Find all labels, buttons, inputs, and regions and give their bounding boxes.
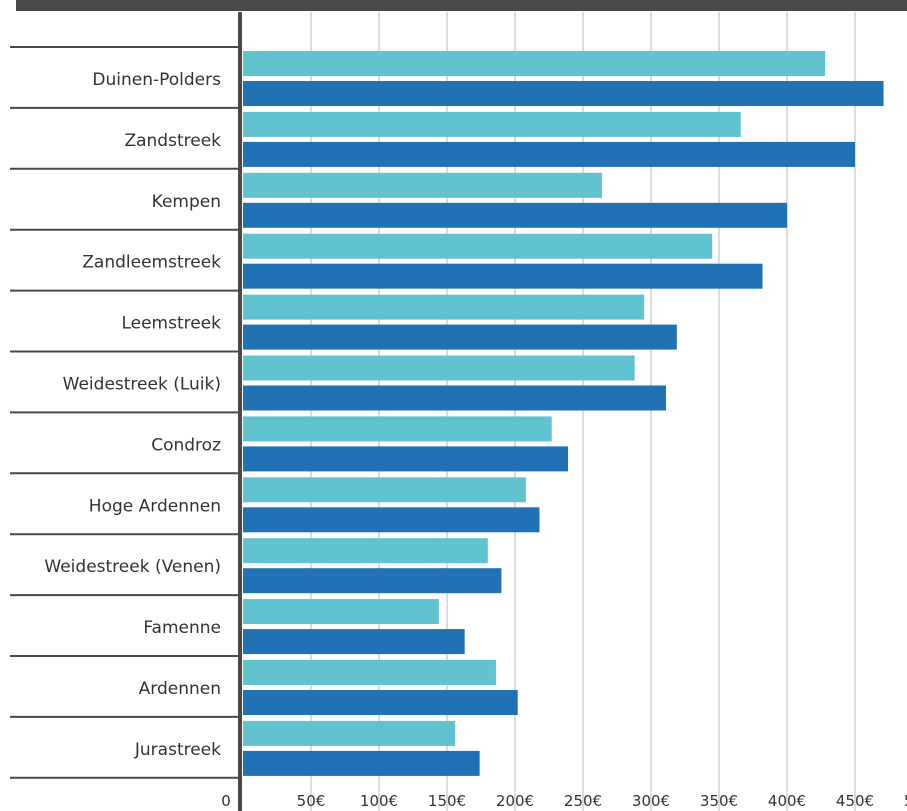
category-label: Weidestreek (Luik) bbox=[63, 375, 221, 395]
bar-series-dark bbox=[243, 446, 569, 472]
category-label: Leemstreek bbox=[121, 314, 221, 334]
bar-series-dark bbox=[243, 690, 518, 715]
x-tick-label: 450€ bbox=[836, 792, 874, 810]
chart-top-bar bbox=[16, 0, 907, 11]
bar-series-dark bbox=[243, 507, 540, 533]
bar-series-light bbox=[243, 599, 439, 625]
bar-series-light bbox=[243, 355, 635, 381]
x-tick-label: 100€ bbox=[360, 792, 398, 810]
bar-series-dark bbox=[243, 385, 666, 411]
x-tick-labels: 0 50€ 100€ 150€ 200€ 250€ 300€ 350€ 400€ 450€ 500€ bbox=[221, 792, 907, 810]
category-label: Jurastreek bbox=[134, 740, 221, 760]
category-label: Duinen-Polders bbox=[92, 70, 221, 90]
bar-series-dark bbox=[243, 81, 884, 106]
category-label: Famenne bbox=[143, 618, 221, 638]
category-label: Zandleemstreek bbox=[82, 253, 221, 273]
bar-series-light bbox=[243, 233, 713, 259]
x-tick-label: 150€ bbox=[428, 792, 466, 810]
bar-series-light bbox=[243, 477, 526, 503]
x-tick-label: 250€ bbox=[564, 792, 602, 810]
category-label: Kempen bbox=[152, 192, 221, 212]
x-tick-label: 300€ bbox=[632, 792, 670, 810]
x-tick-label: 0 bbox=[221, 792, 231, 810]
bar-series-dark bbox=[243, 568, 502, 594]
bar-series-dark bbox=[243, 324, 677, 350]
category-labels: Duinen-Polders Zandstreek Kempen Zandleemst… bbox=[44, 70, 221, 760]
x-tick-label: 500€ bbox=[904, 792, 907, 810]
bar-series-light bbox=[243, 416, 552, 442]
bar-series-light bbox=[243, 172, 603, 198]
category-label: Weidestreek (Venen) bbox=[44, 557, 221, 577]
category-label: Ardennen bbox=[139, 679, 221, 699]
x-tick-label: 50€ bbox=[297, 792, 326, 810]
x-tick-label: 350€ bbox=[700, 792, 738, 810]
bar-series-dark bbox=[243, 263, 763, 289]
bar-series-dark bbox=[243, 629, 465, 655]
bar-series-dark bbox=[243, 141, 855, 167]
category-label: Hoge Ardennen bbox=[89, 496, 221, 516]
bar-series-light bbox=[243, 538, 488, 564]
x-tick-label: 400€ bbox=[768, 792, 806, 810]
bar-series-dark bbox=[243, 202, 787, 228]
x-tick-label: 200€ bbox=[496, 792, 534, 810]
bar-series-light bbox=[243, 660, 496, 685]
bars bbox=[243, 51, 884, 776]
bar-series-dark bbox=[243, 750, 480, 776]
bar-series-light bbox=[243, 294, 645, 320]
category-label: Condroz bbox=[151, 435, 221, 455]
bar-series-light bbox=[243, 111, 741, 137]
bar-series-light bbox=[243, 720, 456, 746]
bar-series-light bbox=[243, 51, 826, 76]
category-label: Zandstreek bbox=[124, 131, 221, 151]
category-separators bbox=[10, 46, 240, 779]
